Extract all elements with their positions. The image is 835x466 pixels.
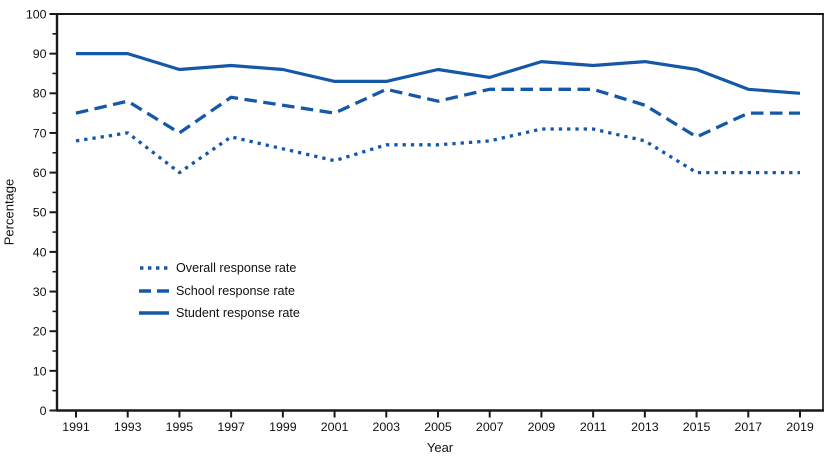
y-tick-label: 80	[33, 87, 47, 101]
y-tick-label: 0	[40, 404, 47, 418]
y-tick-label: 10	[33, 364, 47, 378]
x-tick-label: 2019	[786, 420, 814, 434]
x-tick-label: 1999	[269, 420, 297, 434]
series-line-student	[76, 51, 801, 95]
y-tick-label: 100	[26, 7, 47, 21]
x-tick-label: 1995	[166, 420, 194, 434]
x-tick-label: 1993	[114, 420, 142, 434]
series-line-school	[75, 87, 800, 139]
legend-label-school: School response rate	[176, 283, 296, 298]
x-tick-label: 2011	[580, 420, 607, 434]
x-axis-ticks: 1991 1993 1995 1997 1999 2001 2003 2005 2007 2009…	[62, 410, 814, 434]
y-axis-title: Percentage	[1, 178, 17, 246]
legend-item-school: School response rate	[139, 280, 300, 303]
y-tick-label: 40	[33, 245, 47, 259]
x-tick-label: 2003	[372, 420, 400, 434]
dashed-line-sample-icon	[139, 289, 169, 293]
x-tick-label: 2013	[631, 420, 659, 434]
legend-label-student: Student response rate	[176, 306, 300, 321]
legend-item-overall: Overall response rate	[139, 257, 300, 280]
legend-label-overall: Overall response rate	[176, 261, 297, 276]
y-axis-ticks: 0 10 20 30 40 50 60 70 80 90 100	[26, 7, 57, 418]
y-tick-label: 50	[33, 206, 47, 220]
y-tick-label: 20	[33, 325, 47, 339]
x-axis-title: Year	[426, 440, 454, 455]
y-tick-label: 70	[33, 126, 47, 140]
x-tick-label: 2001	[321, 420, 349, 434]
solid-line-sample-icon	[139, 311, 169, 315]
legend-item-student: Student response rate	[139, 302, 300, 325]
x-tick-label: 2017	[734, 420, 762, 434]
series-line-overall	[75, 127, 800, 175]
x-tick-label: 2015	[683, 420, 711, 434]
x-tick-label: 2005	[424, 420, 452, 434]
x-tick-label: 1997	[217, 420, 245, 434]
x-tick-label: 2009	[528, 420, 556, 434]
y-tick-label: 60	[33, 166, 47, 180]
y-tick-label: 90	[33, 47, 47, 61]
x-tick-label: 1991	[62, 420, 90, 434]
x-tick-label: 2007	[476, 420, 504, 434]
dotted-line-sample-icon	[140, 266, 169, 270]
legend: Overall response rate School response ra…	[139, 257, 300, 325]
y-tick-label: 30	[33, 285, 47, 299]
